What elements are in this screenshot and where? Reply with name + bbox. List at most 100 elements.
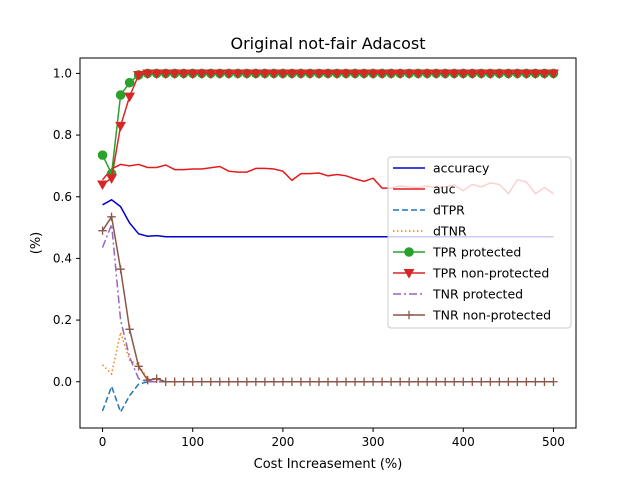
data-point-tnr-non-protected [495, 377, 504, 386]
data-point-tpr-non-protected [367, 69, 379, 80]
data-point-tnr-non-protected [98, 226, 107, 235]
data-point-tnr-non-protected [377, 377, 387, 386]
y-tick-label: 0.6 [53, 190, 72, 204]
data-point-tnr-non-protected [134, 362, 143, 371]
legend-item-tpr-non-protected: TPR non-protected [393, 266, 549, 281]
x-axis-label: Cost Increasement (%) [254, 457, 403, 472]
legend-label: TPR protected [432, 245, 521, 260]
data-point-tpr-non-protected [529, 69, 541, 80]
y-axis-ticks: 0.0 0.2 0.4 0.6 0.8 1.0 [53, 66, 80, 389]
series-tpr-non-protected [97, 69, 559, 191]
data-point-tpr-non-protected [142, 69, 154, 80]
data-point-tpr-protected [97, 150, 108, 160]
y-tick-label: 1.0 [53, 66, 72, 80]
data-point-tnr-non-protected [459, 377, 468, 386]
data-point-tnr-non-protected [513, 377, 522, 386]
data-point-tpr-non-protected [178, 69, 190, 80]
legend-marker [404, 310, 414, 320]
x-tick-label: 400 [452, 435, 475, 449]
data-point-tpr-non-protected [466, 69, 478, 80]
data-point-tnr-non-protected [395, 377, 405, 386]
data-point-tnr-non-protected [305, 377, 315, 386]
data-point-tnr-non-protected [233, 377, 243, 386]
data-point-tnr-non-protected [477, 377, 486, 386]
data-point-tpr-non-protected [439, 69, 451, 80]
data-point-tnr-non-protected [287, 377, 297, 386]
data-point-tnr-non-protected [549, 377, 558, 386]
data-point-tnr-non-protected [179, 377, 188, 386]
data-point-tnr-non-protected [251, 377, 261, 386]
data-point-tpr-non-protected [457, 69, 469, 80]
data-point-tnr-non-protected [125, 325, 134, 334]
data-point-tpr-non-protected [322, 69, 334, 80]
data-point-tnr-non-protected [522, 377, 531, 386]
x-tick-label: 100 [181, 435, 204, 449]
legend-box [387, 156, 572, 329]
data-point-tnr-non-protected [368, 377, 378, 386]
data-point-tpr-non-protected [277, 69, 289, 80]
data-point-tpr-non-protected [358, 69, 370, 80]
legend-label: TNR non-protected [432, 308, 551, 323]
legend-marker [403, 269, 415, 279]
x-tick-label: 500 [542, 435, 565, 449]
data-point-tpr-non-protected [151, 69, 163, 80]
legend-label: dTNR [433, 224, 467, 239]
data-point-tnr-non-protected [504, 377, 513, 386]
data-point-tpr-non-protected [133, 71, 145, 81]
data-point-tpr-non-protected [430, 69, 442, 80]
data-point-tpr-non-protected [538, 69, 550, 80]
data-point-tnr-non-protected [441, 377, 450, 386]
data-point-tpr-non-protected [304, 69, 316, 80]
data-point-tpr-non-protected [484, 69, 496, 80]
data-point-tpr-non-protected [376, 69, 388, 80]
data-point-tpr-non-protected [286, 69, 298, 80]
legend-label: dTPR [433, 203, 465, 218]
data-point-tpr-non-protected [340, 69, 352, 80]
legend-marker [404, 247, 414, 257]
data-point-tpr-non-protected [412, 69, 424, 80]
series-tnr-non-protected [98, 212, 558, 386]
data-point-tpr-non-protected [493, 69, 505, 80]
data-point-tnr-non-protected [386, 377, 396, 386]
data-point-tnr-non-protected [143, 376, 152, 385]
data-point-tpr-non-protected [520, 69, 532, 80]
data-point-tnr-non-protected [531, 377, 540, 386]
data-point-tpr-non-protected [214, 69, 226, 80]
data-point-tnr-non-protected [341, 377, 351, 386]
data-point-tpr-non-protected [475, 69, 487, 80]
data-point-tpr-non-protected [349, 69, 361, 80]
series-layer [97, 68, 559, 414]
data-point-tnr-non-protected [468, 377, 477, 386]
data-point-tpr-non-protected [547, 69, 559, 80]
legend-item-tpr-protected: TPR protected [393, 245, 521, 260]
data-point-tpr-non-protected [169, 69, 181, 80]
data-point-tnr-non-protected [296, 377, 306, 386]
y-tick-label: 0.2 [53, 313, 72, 327]
data-point-tpr-non-protected [160, 69, 172, 80]
data-point-tnr-non-protected [197, 377, 206, 386]
data-point-tpr-non-protected [115, 121, 127, 132]
x-tick-label: 300 [362, 435, 385, 449]
data-point-tnr-non-protected [107, 212, 116, 221]
data-point-tnr-non-protected [432, 377, 441, 386]
data-point-tnr-non-protected [269, 377, 279, 386]
data-point-tpr-non-protected [187, 69, 199, 80]
data-point-tpr-non-protected [394, 69, 406, 80]
legend-item-tnr-non-protected: TNR non-protected [393, 308, 551, 323]
plot-frame [79, 57, 577, 429]
legend-label: TNR protected [432, 287, 523, 302]
data-point-tnr-non-protected [170, 377, 179, 386]
data-point-tnr-non-protected [323, 377, 333, 386]
legend-label: accuracy [433, 161, 490, 176]
data-point-tpr-non-protected [313, 69, 325, 80]
data-point-tnr-non-protected [278, 377, 288, 386]
data-point-tnr-non-protected [350, 377, 360, 386]
data-point-tpr-non-protected [241, 69, 253, 80]
data-point-tnr-non-protected [486, 377, 495, 386]
data-point-tnr-non-protected [260, 377, 270, 386]
x-tick-label: 0 [99, 435, 107, 449]
data-point-tpr-non-protected [421, 69, 433, 80]
legend-item-accuracy: accuracy [393, 161, 490, 176]
x-tick-label: 200 [271, 435, 294, 449]
